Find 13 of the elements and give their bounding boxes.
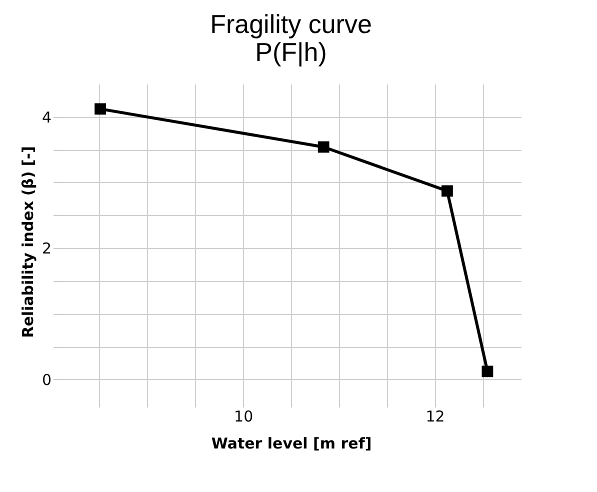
y-axis-title: Reliability index (β) [-] [18,146,37,338]
y-tick-label: 2 [42,240,52,258]
point [318,141,330,153]
x-tick-label: 10 [234,408,254,426]
chart-title: Fragility curve [210,9,372,39]
x-axis-title: Water level [m ref] [211,434,372,452]
point [442,185,453,197]
y-tick-label: 0 [42,370,52,389]
chart-subtitle: P(F|h) [255,37,327,67]
y-tick-label: 4 [42,108,52,126]
x-tick-label: 12 [426,408,445,426]
point [482,366,494,378]
point [94,103,106,115]
